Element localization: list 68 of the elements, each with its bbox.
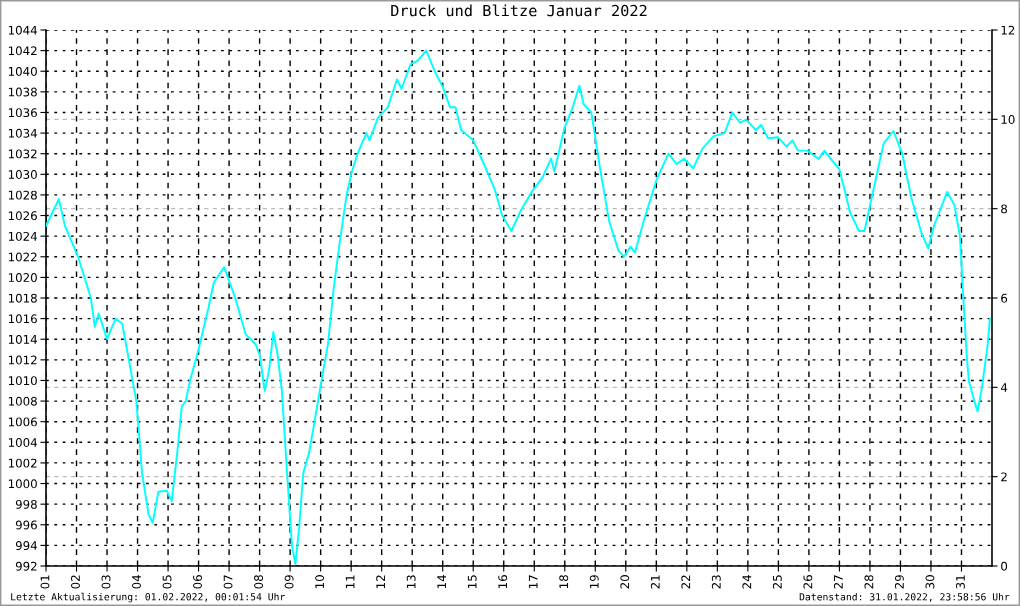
y2-tick-label: 8 (1001, 204, 1008, 214)
x-tick-label: 21 (650, 575, 660, 589)
y2-tick-label: 12 (1001, 25, 1015, 35)
x-tick-label: 04 (132, 575, 141, 589)
y2-tick-label: 10 (1001, 115, 1015, 124)
x-tick-label: 16 (498, 575, 508, 589)
y2-tick-label: 2 (1001, 472, 1007, 482)
y-tick-label: 1002 (8, 458, 37, 468)
x-tick-label: 17 (528, 575, 538, 589)
x-tick-label: 13 (406, 575, 416, 589)
y-tick-label: 1020 (8, 273, 37, 283)
y-tick-label: 1042 (8, 46, 37, 56)
x-tick-label: 28 (864, 575, 874, 589)
x-tick-label: 02 (71, 575, 80, 589)
text: Datenstand: 31.01.2022, 23:58:56 Uhr (799, 592, 1010, 602)
y-tick-label: 992 (15, 561, 37, 571)
x-tick-label: 14 (437, 575, 446, 589)
y-tick-label: 1016 (8, 314, 37, 324)
y-tick-label: 1026 (8, 211, 37, 221)
chart-title: Druck und Blitze Januar 2022 (391, 4, 647, 17)
y-tick-label: 1000 (8, 479, 37, 489)
y-tick-label: 1014 (8, 334, 37, 344)
x-tick-label: 12 (376, 575, 385, 589)
x-tick-label: 05 (162, 575, 172, 589)
y-tick-label: 1010 (8, 376, 37, 386)
y2-tick-label: 0 (1001, 561, 1008, 571)
x-tick-label: 23 (711, 575, 721, 589)
x-tick-label: 07 (223, 575, 233, 589)
y-tick-label: 1022 (8, 252, 37, 262)
x-tick-label: 26 (803, 575, 813, 589)
x-tick-label: 03 (101, 575, 111, 589)
x-tick-label: 24 (742, 575, 752, 589)
x-tick-label: 01 (40, 575, 50, 589)
y-tick-label: 1008 (8, 396, 37, 406)
y-tick-label: 1032 (8, 149, 37, 159)
y-tick-label: 1006 (8, 417, 37, 427)
y-tick-label: 1024 (8, 231, 37, 241)
x-tick-label: 27 (833, 575, 843, 589)
x-tick-label: 19 (589, 575, 599, 589)
x-tick-label: 10 (315, 575, 325, 589)
x-tick-label: 09 (284, 575, 294, 589)
x-tick-label: 20 (620, 575, 630, 589)
x-tick-label: 25 (772, 575, 782, 589)
y-tick-label: 998 (15, 499, 37, 509)
y-tick-label: 1030 (8, 170, 37, 179)
y-tick-label: 1028 (8, 190, 37, 200)
x-tick-label: 22 (681, 575, 691, 589)
y-tick-label: 1018 (8, 293, 37, 303)
y2-tick-label: 6 (1001, 293, 1008, 303)
y2-tick-label: 4 (1000, 383, 1008, 392)
x-tick-label: 11 (345, 575, 355, 589)
x-tick-label: 15 (467, 575, 477, 589)
y-tick-label: 1044 (8, 25, 37, 35)
y-tick-label: 996 (15, 520, 37, 530)
x-tick-label: 29 (894, 575, 904, 589)
x-tick-label: 06 (193, 575, 203, 589)
x-tick-label: 30 (925, 575, 935, 589)
text: Letzte Aktualisierung: 01.02.2022, 00:01:54 Uhr (11, 592, 285, 603)
x-tick-label: 18 (559, 575, 569, 589)
y-tick-label: 1038 (8, 87, 37, 97)
y-tick-label: 1040 (8, 66, 37, 76)
y-tick-label: 994 (15, 541, 37, 551)
y-tick-label: 1034 (8, 128, 37, 138)
y-tick-label: 1004 (8, 438, 37, 447)
y-tick-label: 1036 (8, 108, 37, 118)
y-tick-label: 1012 (8, 355, 37, 365)
x-tick-label: 31 (955, 575, 965, 589)
x-tick-label: 08 (254, 575, 264, 589)
